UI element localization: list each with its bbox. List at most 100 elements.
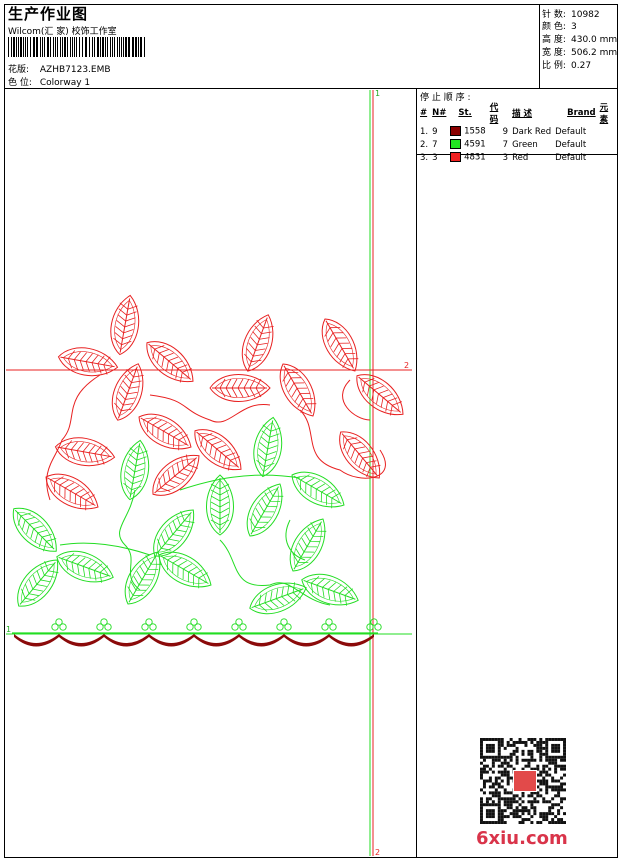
leaf-motif (56, 550, 114, 583)
leaf-motif (158, 551, 212, 589)
table-row: 3. 3 4831 3 Red Default (418, 151, 620, 164)
running-stitches (46, 374, 386, 606)
qr-code-icon (480, 738, 566, 824)
leaf-motif (57, 347, 119, 377)
leaf-motif (146, 341, 194, 383)
running-stitch (179, 474, 301, 491)
company-name: Wilcom(汇 家) 校饰工作室 (8, 27, 117, 37)
leaf-motif (253, 416, 283, 478)
row-index: 2. (420, 139, 429, 150)
stat-value: 506.2 mm (571, 48, 618, 58)
page-title: 生产作业图 (8, 5, 89, 23)
leaf-motif (206, 474, 234, 536)
row-brand: Default (555, 152, 587, 163)
running-stitch (342, 379, 371, 421)
running-stitch (285, 519, 306, 561)
column-header: N# (432, 108, 447, 118)
stop-sequence-title: 停 止 顺 序 : (420, 93, 471, 103)
stat-scale: 比 例: 0.27 (542, 58, 591, 71)
table-divider (416, 154, 618, 155)
running-stitch (59, 542, 151, 556)
stat-value: 10982 (571, 10, 600, 20)
leaf-motif (291, 471, 345, 509)
stat-label: 宽 度: (542, 48, 566, 58)
scallop-arc (329, 634, 374, 647)
design-value: AZHB7123.EMB (39, 65, 111, 75)
colorway-label: 色 位: (8, 78, 32, 88)
flower-motif (51, 618, 67, 631)
frame-bottom (4, 857, 618, 858)
row-brand: Default (555, 126, 587, 137)
row-needle: 3 (432, 152, 438, 163)
stat-label: 比 例: (542, 61, 566, 71)
scallop-arc (239, 634, 284, 647)
marker-label: 1 (375, 89, 380, 98)
watermark-site: 6xiu.com (476, 828, 568, 849)
leaf-motif (356, 374, 404, 416)
row-stitches: 4831 (464, 152, 486, 163)
leaf-motif (279, 363, 317, 417)
row-brand: Default (555, 139, 587, 150)
design-label: 花版: (8, 65, 30, 75)
row-needle: 7 (432, 139, 438, 150)
leaf-motif (194, 429, 242, 471)
leaf-motif (54, 437, 116, 467)
color-swatch (450, 126, 462, 137)
marker-label: 2 (404, 361, 409, 370)
running-stitch (299, 409, 386, 479)
leaf-motif (124, 551, 162, 605)
header-divider (4, 88, 618, 89)
running-stitch (119, 489, 141, 591)
seal-stamp-icon (513, 770, 537, 792)
leaf-motif (120, 439, 150, 501)
leaf-motif (301, 573, 359, 606)
leaf-motif (17, 559, 59, 607)
flower-motif (96, 618, 112, 631)
leaf-motif (241, 314, 274, 372)
panel-divider (416, 88, 417, 858)
frame-right (617, 4, 618, 858)
leaf-motif (339, 431, 381, 479)
column-header: 代 码 (489, 103, 499, 125)
stat-label: 针 数: (542, 10, 566, 20)
column-header: Brand (567, 108, 596, 118)
row-description: Dark Red (512, 126, 552, 137)
running-stitch (149, 394, 271, 423)
scallop-arc (284, 634, 329, 647)
scallop-arc (194, 634, 239, 647)
color-swatch (450, 152, 462, 163)
leaf-motif (289, 518, 327, 572)
leaf-motif (138, 413, 192, 451)
running-stitch (46, 374, 101, 501)
leaf-motif (246, 483, 284, 537)
leaf-motifs (12, 294, 404, 615)
stat-label: 高 度: (542, 35, 566, 45)
marker-label: 2 (375, 848, 380, 857)
stats-divider (539, 4, 540, 89)
barcode-icon (8, 37, 145, 57)
row-index: 3. (420, 152, 429, 163)
row-description: Green (512, 139, 538, 150)
row-stitches: 1558 (464, 126, 486, 137)
table-row: 1. 9 1558 9 Dark Red Default (418, 125, 620, 138)
stat-height: 高 度: 430.0 mm (542, 32, 617, 45)
frame-top (4, 4, 618, 5)
marker-label: 1 (6, 625, 11, 634)
flower-motif (321, 618, 337, 631)
column-header: # (420, 108, 428, 118)
running-stitch (219, 539, 331, 606)
leaf-motif (111, 363, 144, 421)
leaf-motif (249, 582, 307, 615)
table-header-row: # N# St. 代 码 描 述 Brand 元 素 (418, 101, 620, 125)
stat-label: 颜 色: (542, 22, 566, 32)
leaf-motif (321, 318, 359, 372)
flower-motif (141, 618, 157, 631)
flower-motif (186, 618, 202, 631)
flower-motif (366, 618, 382, 631)
row-stitches: 4591 (464, 139, 486, 150)
frame-left (4, 4, 5, 858)
stat-width: 宽 度: 506.2 mm (542, 45, 617, 58)
row-code: 7 (502, 139, 509, 150)
row-index: 1. (420, 126, 429, 137)
